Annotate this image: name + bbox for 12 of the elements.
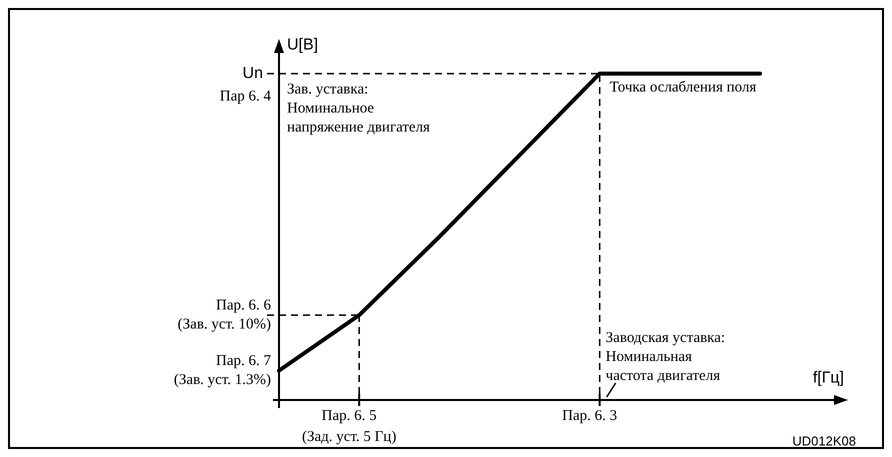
text: Пар 6. 4 (220, 88, 272, 105)
annotation: Заводская уставка: Номинальная частота двигателя (606, 330, 726, 384)
annotation: Точка ослабления поля (610, 80, 756, 96)
text: UD012K08 (792, 434, 856, 449)
x-axis-title: f[Гц] (812, 369, 844, 386)
text: Пар. 6. 7 (Зав. уст. 1.3%) (174, 353, 272, 388)
y-axis-title: U[В] (287, 36, 318, 54)
text: Un (242, 65, 263, 82)
annotation: Зав. уставка: Номинальное напряжение двигателя (287, 82, 430, 136)
text: Пар. 6. 3 (562, 408, 618, 424)
text: Пар. 6. 6 (Зав. уст. 10%) (178, 298, 272, 333)
text: Пар. 6. 5 (Зад. уст. 5 Гц) (302, 408, 396, 445)
